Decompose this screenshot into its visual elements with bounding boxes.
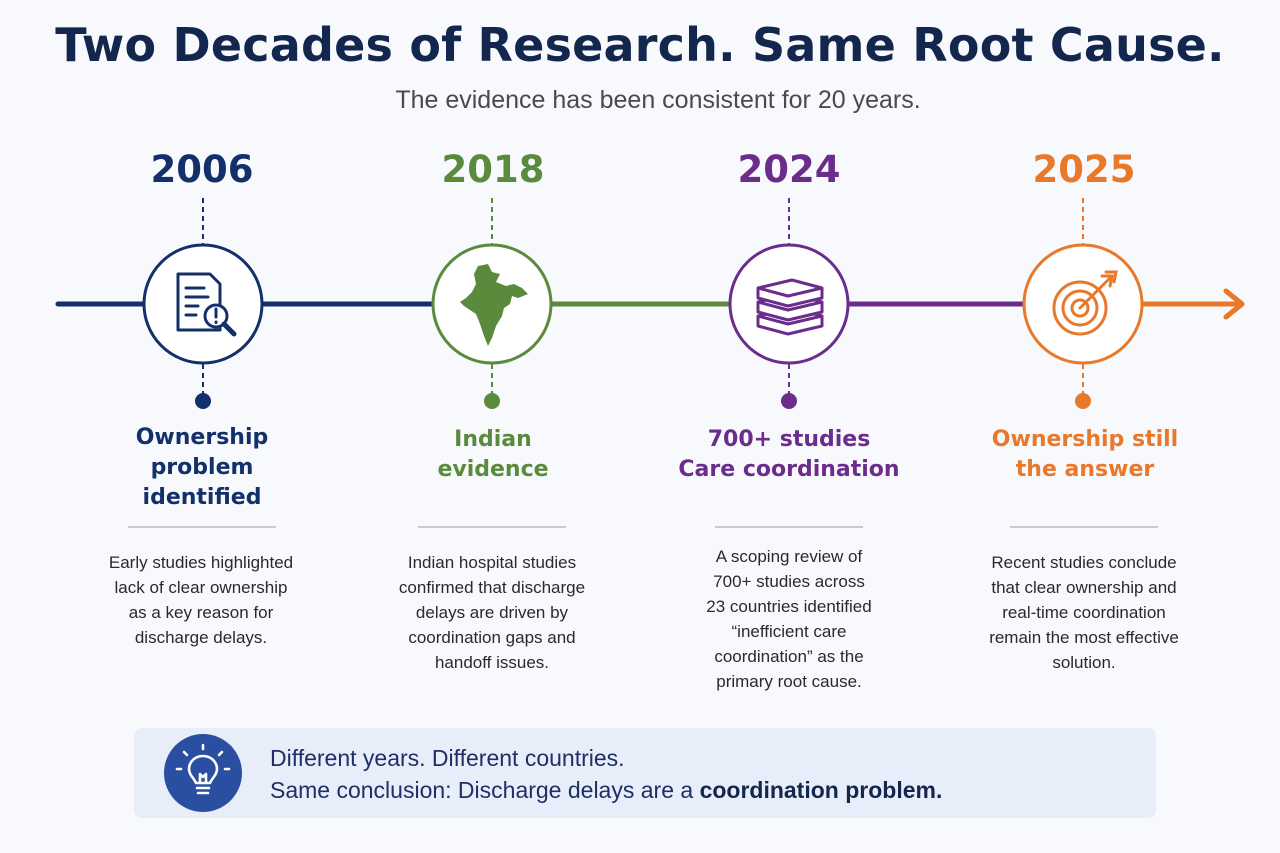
milestone-description-2024: A scoping review of 700+ studies across … [706, 547, 872, 691]
milestone-dot [484, 393, 500, 409]
callout-emphasis: coordination problem. [699, 777, 943, 803]
india-map-icon [460, 264, 528, 346]
milestone-heading-2025: Ownership still the answer [991, 427, 1179, 482]
milestone-heading-2006: Ownership problem identified [135, 425, 269, 510]
milestone-divider [715, 526, 863, 528]
milestone-description-2018: Indian hospital studies confirmed that d… [398, 553, 586, 672]
milestone-heading-2018: Indian evidence [437, 427, 549, 482]
book-stack-icon [756, 278, 824, 336]
milestone-divider [418, 526, 566, 528]
milestone-description-2006: Early studies highlighted lack of clear … [108, 553, 294, 647]
page-subtitle: The evidence has been consistent for 20 … [395, 86, 921, 114]
milestone-year-2024: 2024 [737, 148, 841, 191]
timeline-arrowhead [1223, 288, 1245, 320]
target-icon [1052, 270, 1118, 336]
milestone-dot [781, 393, 797, 409]
milestone-year-2025: 2025 [1032, 148, 1136, 191]
callout-line-2: Same conclusion: Discharge delays are a … [270, 777, 943, 803]
milestone-year-2018: 2018 [441, 148, 545, 191]
milestone-year-2006: 2006 [150, 148, 254, 191]
document-search-icon [176, 272, 237, 337]
milestone-divider [1010, 526, 1158, 528]
milestone-heading-2024: 700+ studies Care coordination [678, 427, 900, 482]
page-title: Two Decades of Research. Same Root Cause… [55, 18, 1225, 72]
conclusion-callout [134, 728, 1156, 818]
milestone-divider [128, 526, 276, 528]
milestone-description-2025: Recent studies conclude that clear owner… [989, 553, 1179, 672]
milestone-dot [195, 393, 211, 409]
lightbulb-icon [164, 734, 242, 812]
milestone-dot [1075, 393, 1091, 409]
callout-line-1: Different years. Different countries. [270, 745, 625, 771]
